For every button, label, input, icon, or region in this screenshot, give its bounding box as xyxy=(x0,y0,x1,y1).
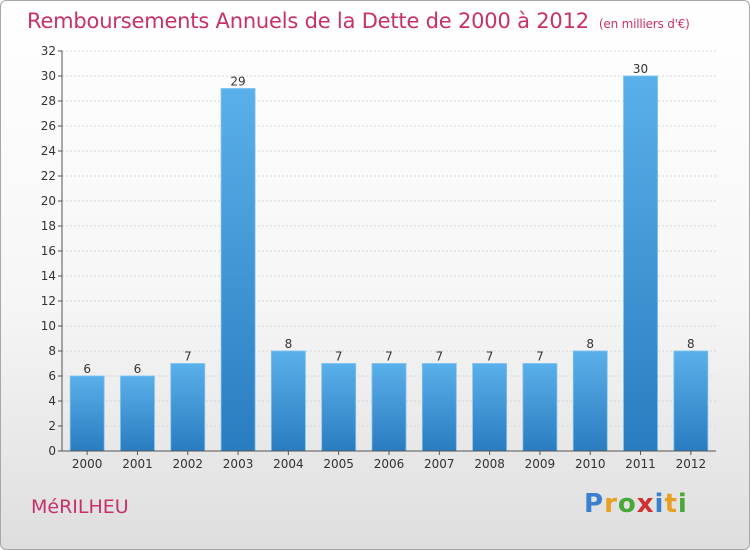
y-tick-label: 24 xyxy=(41,144,56,158)
x-tick-label: 2010 xyxy=(575,457,606,471)
y-tick-label: 32 xyxy=(41,44,56,58)
y-tick-label: 8 xyxy=(48,344,56,358)
logo-letter: i xyxy=(677,489,688,519)
chart-unit: (en milliers d'€) xyxy=(598,17,690,31)
x-tick-label: 2012 xyxy=(676,457,707,471)
chart-title-text: Remboursements Annuels de la Dette de 20… xyxy=(27,9,589,33)
x-tick-label: 2009 xyxy=(525,457,556,471)
chart-title: Remboursements Annuels de la Dette de 20… xyxy=(27,9,690,33)
data-label: 7 xyxy=(184,350,192,364)
y-tick-label: 22 xyxy=(41,169,56,183)
bar xyxy=(673,350,709,452)
x-tick-label: 2011 xyxy=(625,457,656,471)
x-tick-label: 2008 xyxy=(474,457,505,471)
bar xyxy=(371,363,407,452)
bar xyxy=(270,350,306,452)
y-tick-label: 28 xyxy=(41,94,56,108)
data-label: 30 xyxy=(633,62,648,76)
x-tick-label: 2005 xyxy=(323,457,354,471)
data-label: 6 xyxy=(83,362,91,376)
bar xyxy=(120,375,155,452)
x-tick-label: 2003 xyxy=(223,457,254,471)
logo-letter: x xyxy=(636,489,655,519)
data-label: 7 xyxy=(385,350,393,364)
data-label: 8 xyxy=(586,337,594,351)
data-label: 7 xyxy=(335,350,343,364)
y-tick-label: 18 xyxy=(41,219,56,233)
bar xyxy=(522,363,558,452)
x-tick-label: 2006 xyxy=(374,457,405,471)
y-tick-label: 12 xyxy=(41,294,56,308)
proxiti-logo: Proxiti xyxy=(584,489,688,519)
logo-letter: P xyxy=(584,489,605,519)
x-tick-label: 2007 xyxy=(424,457,455,471)
bar xyxy=(69,375,105,452)
bar xyxy=(572,350,608,452)
bar xyxy=(623,75,658,452)
bar xyxy=(170,363,206,452)
y-tick-label: 16 xyxy=(41,244,56,258)
y-tick-label: 6 xyxy=(48,369,56,383)
y-tick-label: 14 xyxy=(41,269,56,283)
data-label: 7 xyxy=(435,350,443,364)
logo-letter: r xyxy=(604,489,618,519)
y-tick-label: 2 xyxy=(48,419,56,433)
logo-letter: t xyxy=(664,489,678,519)
y-tick-label: 0 xyxy=(48,444,56,458)
data-label: 8 xyxy=(687,337,695,351)
y-tick-label: 20 xyxy=(41,194,56,208)
x-tick-label: 2000 xyxy=(72,457,103,471)
data-label: 7 xyxy=(536,350,544,364)
bar xyxy=(472,363,508,452)
bar xyxy=(220,88,256,452)
y-tick-label: 26 xyxy=(41,119,56,133)
data-label: 6 xyxy=(134,362,142,376)
x-tick-label: 2001 xyxy=(122,457,153,471)
x-tick-label: 2004 xyxy=(273,457,304,471)
commune-name: MéRILHEU xyxy=(31,496,129,518)
y-tick-label: 30 xyxy=(41,69,56,83)
bar xyxy=(321,363,357,452)
logo-letter: i xyxy=(654,489,665,519)
data-label: 7 xyxy=(486,350,494,364)
data-label: 29 xyxy=(230,75,245,89)
x-tick-label: 2002 xyxy=(172,457,203,471)
y-tick-label: 10 xyxy=(41,319,56,333)
data-label: 8 xyxy=(285,337,293,351)
y-tick-label: 4 xyxy=(48,394,56,408)
logo-letter: o xyxy=(617,489,637,519)
bar xyxy=(421,363,457,452)
